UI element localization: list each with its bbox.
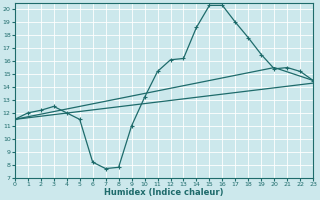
X-axis label: Humidex (Indice chaleur): Humidex (Indice chaleur): [104, 188, 224, 197]
